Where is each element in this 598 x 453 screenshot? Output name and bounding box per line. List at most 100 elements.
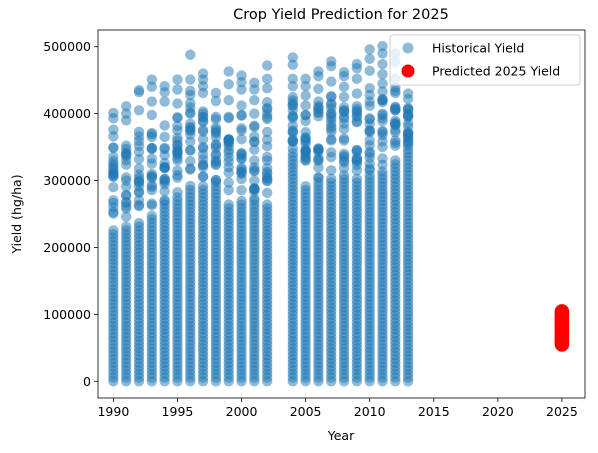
historical-point: [210, 127, 222, 139]
historical-point: [249, 184, 260, 195]
historical-point: [159, 149, 170, 161]
historical-point: [172, 125, 183, 136]
historical-point: [108, 142, 119, 153]
historical-point: [108, 202, 119, 213]
historical-point: [133, 194, 145, 206]
historical-point: [402, 127, 414, 139]
series-predicted-2025: [554, 304, 570, 352]
historical-point: [223, 140, 234, 151]
x-axis-label: Year: [327, 428, 355, 443]
legend-label-historical: Historical Yield: [432, 41, 524, 56]
x-tick-label: 2005: [290, 404, 322, 419]
historical-point: [249, 144, 260, 155]
historical-point: [120, 159, 132, 170]
historical-point: [326, 76, 337, 87]
historical-point: [249, 120, 260, 131]
y-tick-label: 400000: [43, 106, 91, 121]
historical-point: [197, 181, 209, 192]
historical-point: [249, 175, 260, 186]
historical-point: [326, 173, 337, 185]
historical-point: [236, 84, 247, 95]
historical-point: [351, 88, 363, 99]
y-tick-label: 100000: [43, 307, 91, 322]
historical-point: [261, 73, 273, 85]
historical-point: [326, 165, 337, 176]
historical-point: [172, 169, 183, 181]
historical-point: [146, 142, 158, 154]
historical-point: [172, 98, 183, 109]
historical-point: [133, 217, 145, 229]
historical-point: [313, 96, 324, 107]
legend-marker-predicted: [401, 64, 415, 78]
historical-point: [210, 111, 222, 123]
historical-point: [300, 73, 311, 85]
historical-point: [326, 151, 337, 163]
historical-point: [108, 113, 119, 124]
historical-point: [351, 173, 363, 185]
x-tick-label: 2020: [482, 404, 514, 419]
historical-point: [390, 101, 401, 112]
historical-point: [210, 95, 222, 107]
historical-point: [133, 163, 145, 174]
x-tick-label: 2010: [354, 404, 386, 419]
historical-point: [185, 102, 196, 113]
legend-label-predicted: Predicted 2025 Yield: [432, 64, 560, 79]
historical-point: [338, 162, 350, 174]
historical-point: [313, 172, 324, 184]
historical-point: [236, 148, 247, 159]
y-tick-label: 300000: [43, 173, 91, 188]
legend: Historical Yield Predicted 2025 Yield: [389, 34, 581, 86]
historical-point: [364, 135, 375, 146]
historical-point: [300, 115, 311, 127]
historical-point: [364, 53, 375, 64]
historical-point: [287, 134, 298, 145]
historical-point: [287, 81, 298, 92]
historical-point: [351, 111, 363, 122]
historical-point: [146, 200, 158, 211]
historical-point: [185, 85, 196, 97]
x-tick-label: 1995: [162, 404, 194, 419]
plot-area: [108, 40, 570, 387]
historical-point: [172, 140, 183, 151]
historical-point: [261, 134, 273, 145]
historical-point: [377, 115, 388, 127]
historical-point: [364, 65, 375, 77]
historical-point: [223, 111, 234, 123]
historical-point: [172, 74, 183, 85]
historical-point: [236, 76, 247, 88]
historical-point: [326, 111, 337, 123]
historical-point: [249, 95, 260, 106]
historical-point: [364, 96, 375, 107]
historical-point: [120, 175, 132, 186]
historical-point: [159, 196, 170, 207]
historical-point: [261, 83, 273, 94]
historical-point: [223, 177, 234, 188]
historical-point: [326, 126, 337, 138]
x-tick-label: 2025: [546, 404, 578, 419]
historical-point: [133, 131, 145, 142]
historical-point: [236, 100, 247, 111]
historical-point: [300, 155, 311, 166]
historical-point: [377, 86, 388, 97]
historical-point: [377, 78, 388, 89]
historical-point: [364, 118, 375, 130]
historical-point: [223, 161, 234, 173]
historical-point: [390, 155, 401, 166]
historical-point: [185, 125, 196, 136]
historical-point: [133, 187, 145, 198]
historical-point: [159, 161, 170, 173]
historical-point: [108, 161, 119, 172]
historical-point: [390, 135, 401, 146]
historical-point: [261, 113, 273, 125]
historical-point: [108, 171, 119, 182]
historical-point: [287, 59, 298, 70]
historical-point: [351, 145, 363, 156]
chart-title: Crop Yield Prediction for 2025: [233, 7, 449, 23]
historical-point: [120, 221, 132, 232]
x-tick-label: 1990: [97, 404, 129, 419]
historical-point: [172, 112, 183, 123]
historical-point: [390, 127, 401, 138]
historical-point: [197, 124, 209, 136]
historical-point: [236, 168, 247, 180]
historical-point: [146, 153, 158, 164]
